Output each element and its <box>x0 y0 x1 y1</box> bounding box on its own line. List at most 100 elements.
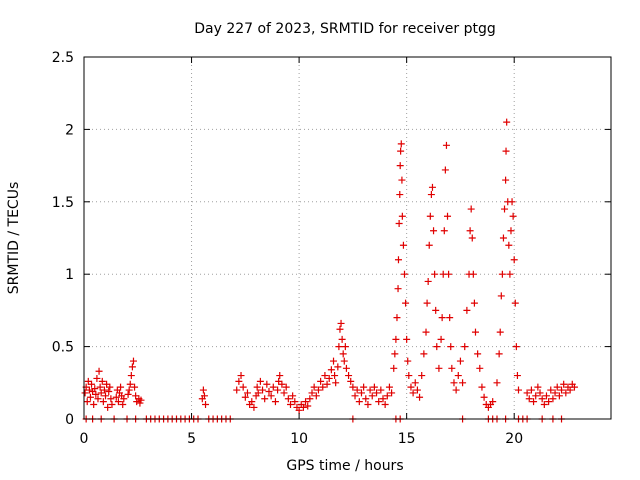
data-point <box>237 372 245 380</box>
data-point <box>261 395 269 403</box>
data-point <box>558 386 566 394</box>
data-point <box>317 377 325 385</box>
data-point <box>478 383 486 391</box>
data-point <box>555 392 563 400</box>
data-point <box>570 383 578 391</box>
data-point <box>437 335 445 343</box>
data-point <box>420 350 428 358</box>
x-tick-label: 20 <box>505 431 523 447</box>
data-point <box>399 241 407 249</box>
data-point <box>353 386 361 394</box>
data-point <box>532 392 540 400</box>
data-point <box>409 389 417 397</box>
grid <box>84 57 611 419</box>
data-point <box>337 319 345 327</box>
x-tick-label: 15 <box>398 431 416 447</box>
data-point <box>314 386 322 394</box>
data-point <box>366 386 374 394</box>
data-point <box>447 343 455 351</box>
data-point <box>96 383 104 391</box>
data-point <box>282 383 290 391</box>
data-point <box>431 270 439 278</box>
data-point <box>88 380 96 388</box>
data-point <box>560 380 568 388</box>
data-point <box>551 389 559 397</box>
data-point <box>390 364 398 372</box>
data-point <box>342 364 350 372</box>
data-point <box>444 212 452 220</box>
data-point <box>425 241 433 249</box>
data-point <box>404 357 412 365</box>
data-point <box>370 383 378 391</box>
data-point <box>340 357 348 365</box>
data-point <box>459 379 467 387</box>
data-point <box>448 364 456 372</box>
data-point <box>291 398 299 406</box>
data-point <box>263 380 271 388</box>
data-point <box>235 377 243 385</box>
data-point <box>542 392 550 400</box>
data-point <box>397 147 405 155</box>
data-point <box>525 395 533 403</box>
y-tick-label: 1.5 <box>52 195 74 211</box>
data-point <box>418 372 426 380</box>
data-point <box>259 386 267 394</box>
x-tick-label: 5 <box>187 431 196 447</box>
data-point <box>392 335 400 343</box>
data-point <box>336 325 344 333</box>
y-tick-label: 0 <box>65 412 74 428</box>
data-point <box>253 383 261 391</box>
data-point <box>476 364 484 372</box>
data-point <box>299 403 307 411</box>
data-point <box>202 401 210 409</box>
data-point <box>351 392 359 400</box>
data-point <box>83 398 91 406</box>
data-point <box>395 220 403 228</box>
data-point <box>306 395 314 403</box>
data-point <box>332 379 340 387</box>
data-point <box>440 227 448 235</box>
data-point <box>102 392 110 400</box>
data-point <box>513 372 521 380</box>
data-point <box>553 383 561 391</box>
data-point <box>105 387 113 395</box>
data-point <box>137 396 145 404</box>
data-point <box>385 383 393 391</box>
data-point <box>81 389 89 397</box>
data-point <box>393 314 401 322</box>
x-tick-label: 10 <box>290 431 308 447</box>
data-point <box>456 357 464 365</box>
data-point <box>373 389 381 397</box>
data-point <box>507 227 515 235</box>
data-point <box>199 386 207 394</box>
y-tick-label: 2.5 <box>52 50 74 66</box>
data-point <box>422 328 430 336</box>
data-point <box>334 363 342 371</box>
data-point <box>104 403 112 411</box>
data-point <box>95 367 103 375</box>
data-point <box>509 212 517 220</box>
data-point <box>438 314 446 322</box>
data-point <box>119 401 127 409</box>
data-point <box>128 363 136 371</box>
data-point <box>289 392 297 400</box>
data-point <box>335 343 343 351</box>
data-point <box>432 306 440 314</box>
data-point <box>424 277 432 285</box>
data-point <box>347 377 355 385</box>
data-point <box>461 343 469 351</box>
data-point <box>416 393 424 401</box>
plot-frame <box>83 56 612 420</box>
data-point <box>442 141 450 149</box>
data-point <box>124 390 132 398</box>
data-point <box>562 389 570 397</box>
data-point <box>401 270 409 278</box>
data-point <box>276 372 284 380</box>
y-tick-label: 1 <box>65 267 74 283</box>
data-point <box>92 390 100 398</box>
data-point <box>125 386 133 394</box>
data-point <box>454 372 462 380</box>
data-point <box>501 205 509 213</box>
data-point <box>364 401 372 409</box>
